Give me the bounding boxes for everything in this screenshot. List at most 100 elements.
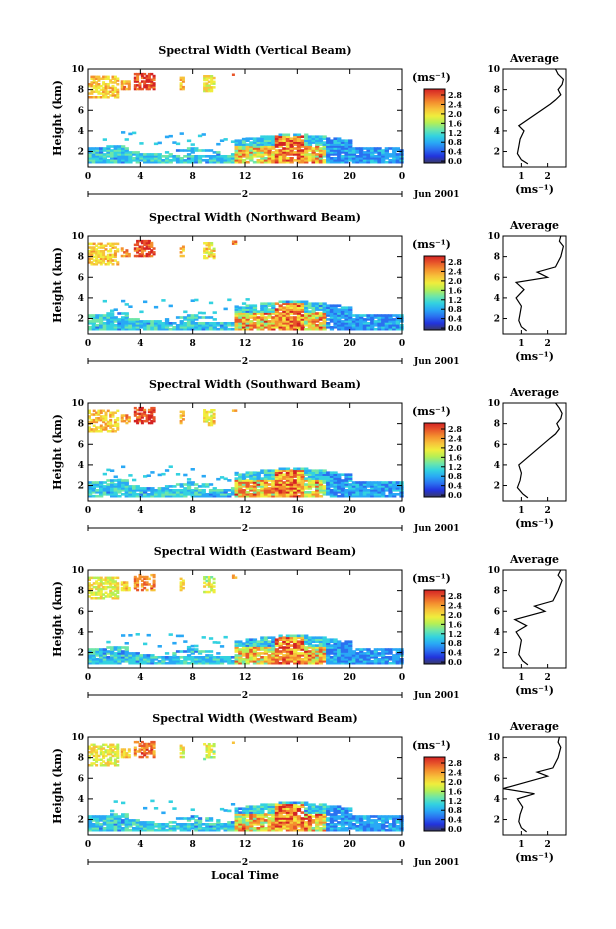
heatmap-cell xyxy=(326,828,331,832)
heatmap-cell xyxy=(216,494,221,498)
heatmap-cell xyxy=(175,489,181,492)
heatmap-cell xyxy=(138,406,142,410)
heatmap-cell xyxy=(109,418,113,422)
heatmap-cell xyxy=(201,827,206,830)
heatmap-cell xyxy=(104,255,108,259)
heatmap-cell xyxy=(289,326,294,329)
heatmap-cell xyxy=(296,314,302,317)
heatmap-cell xyxy=(135,827,140,830)
heatmap-cell xyxy=(223,307,228,311)
heatmap-cell xyxy=(293,487,298,490)
heatmap-cell xyxy=(278,634,283,638)
heatmap-cell xyxy=(234,828,239,832)
heatmap-cell xyxy=(90,263,94,266)
heatmap-cell xyxy=(311,326,316,329)
heatmap-cell xyxy=(340,817,346,820)
heatmap-cell xyxy=(207,253,211,256)
heatmap-cell xyxy=(88,251,91,255)
x-tick-label: 16 xyxy=(291,673,304,683)
heatmap-cell xyxy=(326,817,331,820)
heatmap-cell xyxy=(381,494,386,498)
heatmap-cell xyxy=(124,324,129,327)
heatmap-cell xyxy=(293,471,298,474)
heatmap-cell xyxy=(322,817,327,820)
heatmap-cell xyxy=(260,310,265,313)
heatmap-cell xyxy=(99,578,103,581)
heatmap-cell xyxy=(329,823,335,826)
heatmap-cell xyxy=(300,640,305,643)
heatmap-cell xyxy=(245,149,250,152)
heatmap-cell xyxy=(102,314,107,317)
heatmap-cell xyxy=(249,656,254,659)
heatmap-cell xyxy=(282,811,287,814)
heatmap-cell xyxy=(311,314,316,317)
heatmap-cell xyxy=(278,477,283,480)
heatmap-cell xyxy=(337,656,342,659)
heatmap-cell xyxy=(344,326,349,329)
heatmap-cell xyxy=(111,77,115,80)
heatmap-cell xyxy=(150,654,155,657)
heatmap-cell xyxy=(256,320,261,323)
heatmap-cell xyxy=(337,314,342,317)
heatmap-cell xyxy=(113,250,117,253)
heatmap-cell xyxy=(318,828,324,832)
heatmap-cell xyxy=(274,316,280,319)
heatmap-cell xyxy=(304,634,309,638)
heatmap-cell xyxy=(161,155,166,158)
heatmap-cell xyxy=(300,135,305,138)
heatmap-cell xyxy=(377,481,382,484)
heatmap-cell xyxy=(143,412,147,415)
heatmap-cell xyxy=(145,85,149,89)
heatmap-cell xyxy=(326,326,331,329)
heatmap-cell xyxy=(359,481,364,484)
heatmap-cell xyxy=(216,660,221,663)
heatmap-cell xyxy=(143,157,148,160)
heatmap-cell xyxy=(318,489,324,492)
heatmap-cell xyxy=(116,582,120,585)
heatmap-cell xyxy=(92,597,96,600)
heatmap-cell xyxy=(120,414,124,417)
heatmap-cell xyxy=(113,75,117,79)
heatmap-cell xyxy=(132,493,137,496)
heatmap-cell xyxy=(388,815,393,818)
heatmap-cell xyxy=(267,658,272,661)
heatmap-cell xyxy=(293,306,298,309)
heatmap-cell xyxy=(234,318,239,321)
heatmap-cell xyxy=(311,819,316,822)
heatmap-cell xyxy=(179,132,184,135)
heatmap-cell xyxy=(123,254,127,258)
heatmap-cell xyxy=(274,660,280,663)
heatmap-cell xyxy=(223,477,228,481)
heatmap-cell xyxy=(153,142,159,146)
heatmap-cell xyxy=(113,825,118,828)
heatmap-cell xyxy=(106,827,111,830)
heatmap-cell xyxy=(238,157,243,160)
heatmap-cell xyxy=(384,487,389,490)
heatmap-cell xyxy=(322,825,327,828)
heatmap-cell xyxy=(143,80,147,83)
heatmap-cell xyxy=(366,821,371,824)
heatmap-cell xyxy=(136,247,140,250)
heatmap-cell xyxy=(203,410,207,414)
heatmap-cell xyxy=(161,828,166,832)
heatmap-cell xyxy=(344,661,349,665)
heatmap-cell xyxy=(362,493,368,496)
heatmap-cell xyxy=(234,825,239,828)
heatmap-cell xyxy=(150,251,154,254)
heatmap-cell xyxy=(88,654,93,657)
heatmap-cell xyxy=(381,316,386,319)
heatmap-cell xyxy=(351,485,357,488)
heatmap-cell xyxy=(260,644,265,647)
heatmap-cell xyxy=(340,815,346,818)
heatmap-cell xyxy=(384,650,389,653)
heatmap-cell xyxy=(329,145,335,148)
heatmap-cell xyxy=(263,475,269,478)
heatmap-cell xyxy=(384,483,389,486)
heatmap-cell xyxy=(102,147,107,150)
heatmap-cell xyxy=(132,489,137,492)
heatmap-cell xyxy=(197,316,203,319)
heatmap-cell xyxy=(190,155,195,158)
heatmap-cell xyxy=(104,418,108,422)
heatmap-cell xyxy=(370,821,375,824)
heatmap-cell xyxy=(210,242,214,245)
